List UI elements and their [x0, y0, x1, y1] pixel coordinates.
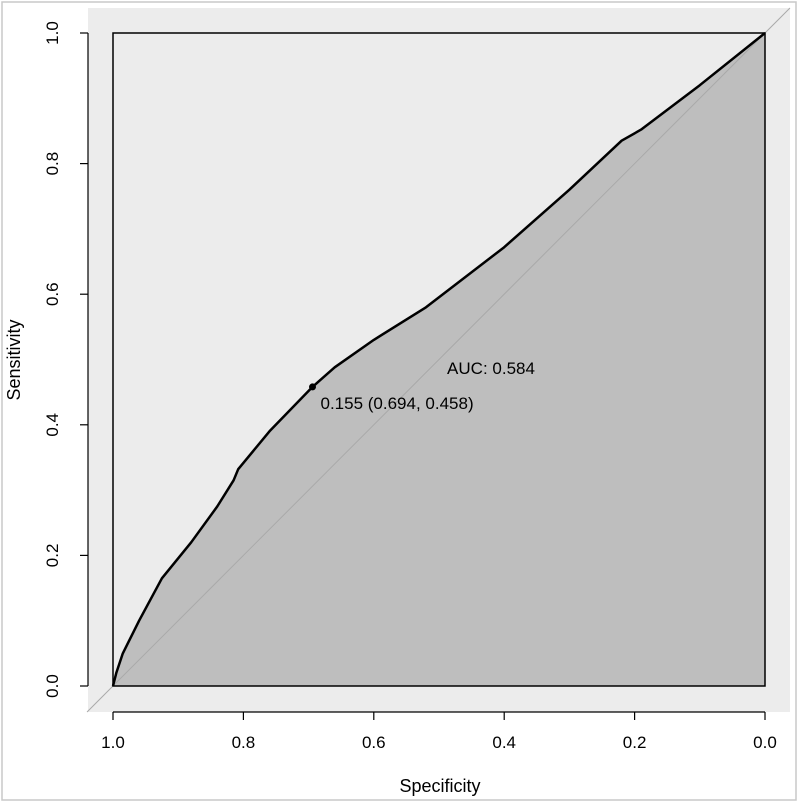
- x-tick-label: 0.6: [362, 733, 386, 752]
- x-tick-label: 0.2: [623, 733, 647, 752]
- y-tick-label: 1.0: [43, 21, 62, 45]
- y-axis: 0.0 0.2 0.4 0.6 0.8 1.0: [43, 21, 89, 698]
- auc-annotation: AUC: 0.584: [447, 359, 535, 378]
- x-tick-label: 0.8: [232, 733, 256, 752]
- x-axis-title: Specificity: [399, 776, 480, 796]
- y-tick-label: 0.4: [43, 413, 62, 437]
- plot-frame: [112, 32, 766, 687]
- roc-curve: [111, 32, 766, 687]
- threshold-point: [309, 383, 317, 391]
- x-tick-label: 0.0: [753, 733, 777, 752]
- y-tick-label: 0.6: [43, 282, 62, 306]
- y-tick-label: 0.2: [43, 544, 62, 568]
- y-tick-label: 0.0: [43, 674, 62, 698]
- x-axis: 1.0 0.8 0.6 0.4 0.2 0.0: [101, 711, 777, 752]
- x-tick-label: 1.0: [101, 733, 125, 752]
- threshold-annotation: 0.155 (0.694, 0.458): [321, 394, 474, 413]
- y-tick-label: 0.8: [43, 152, 62, 176]
- reference-diagonal: [86, 7, 791, 713]
- x-tick-label: 0.4: [492, 733, 516, 752]
- y-axis-title: Sensitivity: [4, 319, 24, 400]
